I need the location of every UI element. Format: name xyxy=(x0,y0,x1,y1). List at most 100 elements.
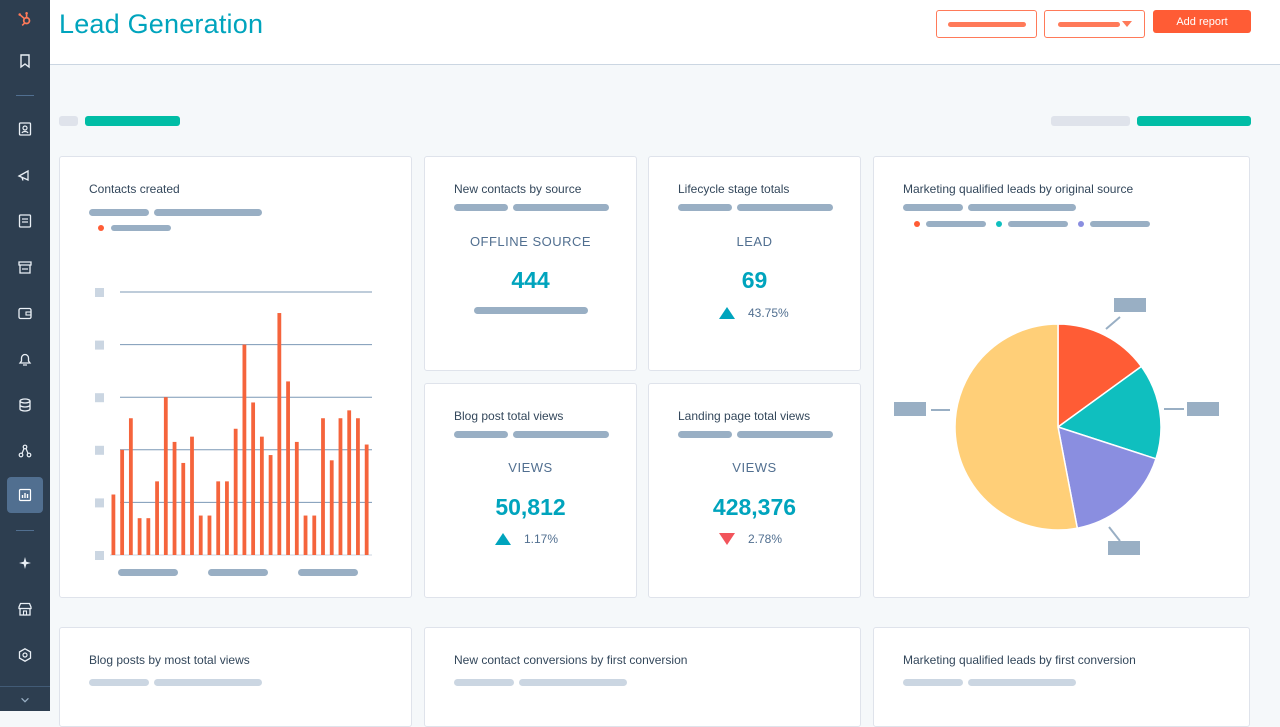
document-icon xyxy=(18,214,32,228)
database-icon xyxy=(19,398,31,412)
bar xyxy=(286,381,290,555)
sidebar-item-settings[interactable] xyxy=(7,637,43,673)
card-mql-by-first-conversion[interactable]: Marketing qualified leads by first conve… xyxy=(873,627,1250,727)
page-header: Lead Generation Add report xyxy=(50,0,1280,65)
callout-line xyxy=(1105,316,1121,330)
page-title: Lead Generation xyxy=(59,9,264,39)
card-mql-by-original-source[interactable]: Marketing qualified leads by original so… xyxy=(873,156,1250,598)
card-blog-post-total-views[interactable]: Blog post total views VIEWS 50,812 1.17% xyxy=(424,383,637,598)
bar xyxy=(181,462,186,555)
card-subtitle-placeholder xyxy=(737,204,833,211)
card-blog-posts-by-most-views[interactable]: Blog posts by most total views xyxy=(59,627,412,727)
y-tick-label-placeholder xyxy=(95,551,104,560)
pie-slice xyxy=(1056,365,1162,460)
sidebar-item-service[interactable] xyxy=(7,341,43,377)
card-subtitle-placeholder xyxy=(903,679,963,686)
card-subtitle-placeholder xyxy=(737,431,833,438)
y-tick-label-placeholder xyxy=(95,393,104,403)
bar xyxy=(233,428,238,555)
callout-label-placeholder xyxy=(1187,402,1219,416)
x-tick-label-placeholder xyxy=(208,569,268,576)
sidebar-expand-button[interactable] xyxy=(0,686,50,712)
bar-chart-icon xyxy=(18,488,32,502)
card-subtitle-placeholder xyxy=(454,204,508,211)
bar xyxy=(321,418,325,555)
kpi-label: LEAD xyxy=(736,234,773,249)
bar xyxy=(303,515,308,555)
filter-option[interactable] xyxy=(1051,116,1130,126)
legend-dot xyxy=(996,221,1002,227)
network-icon xyxy=(18,444,32,458)
bar xyxy=(163,397,168,555)
bar xyxy=(338,418,343,555)
bar xyxy=(172,441,177,555)
add-report-button[interactable]: Add report xyxy=(1153,10,1251,33)
kpi-label: OFFLINE SOURCE xyxy=(469,234,592,249)
kpi-caption-placeholder xyxy=(474,307,588,314)
sidebar-item-wallet[interactable] xyxy=(7,295,43,331)
filter-date-range[interactable] xyxy=(1137,116,1251,126)
contacts-created-bar-chart xyxy=(95,288,372,576)
bookmark-icon xyxy=(20,54,30,69)
bar xyxy=(251,402,256,555)
hubspot-logo[interactable] xyxy=(7,1,43,37)
sidebar xyxy=(0,0,50,711)
bar xyxy=(198,515,203,555)
sidebar-item-contacts[interactable] xyxy=(7,111,43,147)
card-title: New contact conversions by first convers… xyxy=(454,653,688,667)
dashboard-actions-button[interactable] xyxy=(936,10,1037,38)
card-subtitle-placeholder xyxy=(454,679,514,686)
card-subtitle-placeholder xyxy=(513,431,609,438)
sidebar-item-marketing[interactable] xyxy=(7,157,43,193)
legend-dot xyxy=(98,225,104,231)
card-landing-page-total-views[interactable]: Landing page total views VIEWS 428,376 2… xyxy=(648,383,861,598)
kpi-value: 50,812 xyxy=(495,494,566,520)
card-subtitle-placeholder xyxy=(678,431,732,438)
card-title: Blog post total views xyxy=(454,409,564,423)
pie-slice xyxy=(954,323,1079,531)
card-lifecycle-stage-totals[interactable]: Lifecycle stage totals LEAD 69 43.75% xyxy=(648,156,861,371)
card-contacts-created[interactable]: Contacts created xyxy=(59,156,412,598)
y-tick-label-placeholder xyxy=(95,288,104,297)
callout-label-placeholder xyxy=(1108,541,1140,555)
filter-chip-active[interactable] xyxy=(85,116,180,126)
kpi-delta: 2.78% xyxy=(719,532,782,546)
sidebar-item-workflows[interactable] xyxy=(7,433,43,469)
bar xyxy=(128,418,133,555)
callout-label-placeholder xyxy=(894,402,926,416)
bar xyxy=(190,436,194,555)
bar xyxy=(207,515,212,555)
card-new-contact-conversions[interactable]: New contact conversions by first convers… xyxy=(424,627,861,727)
chevron-down-icon xyxy=(21,697,29,703)
card-subtitle-placeholder xyxy=(89,679,149,686)
bar xyxy=(216,481,221,555)
bell-icon xyxy=(18,353,32,366)
trend-up-icon xyxy=(495,533,511,545)
bar xyxy=(137,518,142,555)
card-title: Lifecycle stage totals xyxy=(678,182,790,196)
wallet-icon xyxy=(18,307,32,320)
bar xyxy=(329,460,334,555)
kpi-delta: 1.17% xyxy=(495,532,558,546)
storefront-icon xyxy=(18,602,32,616)
sidebar-item-content[interactable] xyxy=(7,203,43,239)
filter-placeholder[interactable] xyxy=(59,116,78,126)
kpi-label: VIEWS xyxy=(508,460,553,475)
y-tick-label-placeholder xyxy=(95,498,104,508)
sidebar-item-ai[interactable] xyxy=(7,545,43,581)
card-subtitle-placeholder xyxy=(519,679,627,686)
y-tick-label-placeholder xyxy=(95,445,104,455)
sidebar-item-bookmarks[interactable] xyxy=(7,43,43,79)
actions-dropdown-button[interactable] xyxy=(1044,10,1145,38)
card-new-contacts-by-source[interactable]: New contacts by source OFFLINE SOURCE 44… xyxy=(424,156,637,371)
sidebar-item-reporting[interactable] xyxy=(7,477,43,513)
button-label-placeholder xyxy=(1057,21,1120,27)
sidebar-item-marketplace[interactable] xyxy=(7,591,43,627)
caret-down-icon xyxy=(1121,21,1132,27)
bar xyxy=(347,410,352,555)
sidebar-item-commerce[interactable] xyxy=(7,249,43,285)
sidebar-item-data[interactable] xyxy=(7,387,43,423)
kpi-label: VIEWS xyxy=(732,460,777,475)
card-subtitle-placeholder xyxy=(678,204,732,211)
hubspot-sprocket-icon xyxy=(18,11,31,26)
